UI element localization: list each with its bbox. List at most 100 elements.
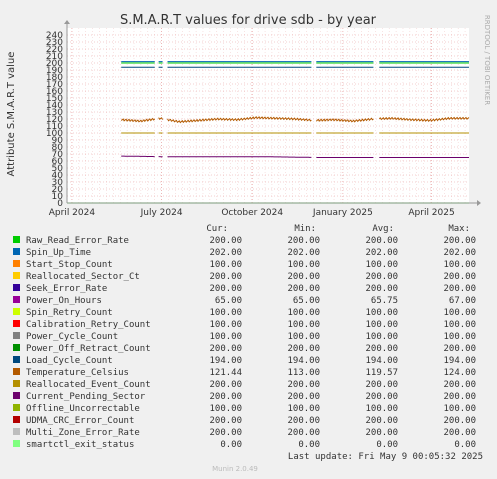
legend-value-cur: 0.00	[220, 440, 242, 450]
legend-value-min: 202.00	[287, 248, 320, 258]
y-tick-label: 60	[52, 157, 64, 167]
y-tick-label: 210	[46, 52, 63, 62]
legend-label: Calibration_Retry_Count	[26, 320, 151, 330]
rrdtool-credit: RRDTOOL / TOBI OETIKER	[483, 15, 491, 105]
legend-value-max: 100.00	[443, 260, 476, 270]
legend-label: Temperature_Celsius	[26, 368, 129, 378]
y-axis-label: Attribute S.M.A.R.T value	[6, 52, 17, 177]
legend-swatch	[13, 368, 20, 375]
legend-value-avg: 200.00	[365, 344, 398, 354]
legend-label: Power_Cycle_Count	[26, 332, 118, 342]
legend-value-min: 100.00	[287, 404, 320, 414]
legend-value-cur: 200.00	[209, 344, 242, 354]
legend-label: UDMA_CRC_Error_Count	[26, 416, 134, 426]
legend-value-min: 100.00	[287, 332, 320, 342]
legend-swatch	[13, 284, 20, 291]
x-axis-arrow	[477, 200, 481, 206]
legend-value-avg: 100.00	[365, 308, 398, 318]
legend-value-avg: 200.00	[365, 392, 398, 402]
y-tick-label: 40	[52, 171, 64, 181]
y-tick-label: 180	[46, 73, 63, 83]
legend-swatch	[13, 320, 20, 327]
legend-value-avg: 200.00	[365, 428, 398, 438]
legend-value-max: 0.00	[454, 440, 476, 450]
legend-value-cur: 100.00	[209, 332, 242, 342]
legend-value-min: 113.00	[287, 368, 320, 378]
legend-value-avg: 194.00	[365, 356, 398, 366]
y-tick-label: 20	[52, 185, 64, 195]
legend-value-min: 0.00	[298, 440, 320, 450]
legend-value-max: 194.00	[443, 356, 476, 366]
legend-value-cur: 200.00	[209, 236, 242, 246]
legend-value-max: 202.00	[443, 248, 476, 258]
legend-value-min: 200.00	[287, 392, 320, 402]
series-lines	[67, 61, 470, 204]
x-tick-label: January 2025	[312, 208, 373, 218]
legend-value-avg: 0.00	[376, 440, 398, 450]
legend-value-cur: 200.00	[209, 380, 242, 390]
legend-label: Power_On_Hours	[26, 296, 102, 306]
legend-label: Seek_Error_Rate	[26, 284, 107, 294]
series-line-temperature_celsius	[120, 116, 470, 124]
legend-value-max: 124.00	[443, 368, 476, 378]
legend-value-cur: 202.00	[209, 248, 242, 258]
legend-header-max: Max:	[448, 224, 470, 234]
legend-value-avg: 200.00	[365, 272, 398, 282]
legend-value-min: 200.00	[287, 236, 320, 246]
y-tick-label: 50	[52, 164, 64, 174]
legend-value-max: 100.00	[443, 332, 476, 342]
series-line-power_on_hours	[121, 155, 469, 158]
y-tick-label: 110	[46, 122, 63, 132]
legend-value-min: 100.00	[287, 260, 320, 270]
legend-value-max: 200.00	[443, 392, 476, 402]
legend-swatch	[13, 404, 20, 411]
legend-value-avg: 200.00	[365, 380, 398, 390]
legend-swatch	[13, 416, 20, 423]
legend-label: Power_Off_Retract_Count	[26, 344, 151, 354]
legend-value-cur: 100.00	[209, 308, 242, 318]
legend-value-avg: 100.00	[365, 260, 398, 270]
legend-label: Reallocated_Sector_Ct	[26, 272, 140, 282]
chart-title: S.M.A.R.T values for drive sdb - by year	[120, 13, 377, 28]
x-tick-label: April 2025	[408, 208, 454, 218]
y-tick-label: 220	[46, 45, 63, 55]
legend-value-cur: 100.00	[209, 320, 242, 330]
axes: 0102030405060708090100110120130140150160…	[46, 20, 481, 218]
legend-value-cur: 194.00	[209, 356, 242, 366]
y-tick-label: 200	[46, 59, 63, 69]
legend-header-min: Min:	[294, 224, 316, 234]
legend-value-max: 200.00	[443, 416, 476, 426]
legend-value-max: 200.00	[443, 344, 476, 354]
legend-value-max: 200.00	[443, 272, 476, 282]
legend-value-cur: 200.00	[209, 392, 242, 402]
legend-value-min: 100.00	[287, 308, 320, 318]
legend-swatch	[13, 272, 20, 279]
legend-value-min: 200.00	[287, 416, 320, 426]
y-tick-label: 240	[46, 31, 63, 41]
legend-label: Spin_Retry_Count	[26, 308, 113, 318]
legend-swatch	[13, 440, 20, 447]
legend-value-cur: 200.00	[209, 284, 242, 294]
x-tick-label: April 2024	[49, 208, 96, 218]
legend-value-avg: 119.57	[365, 368, 398, 378]
legend-value-cur: 121.44	[209, 368, 242, 378]
legend-label: smartctl_exit_status	[26, 440, 134, 450]
legend-value-min: 100.00	[287, 320, 320, 330]
legend-header-cur: Cur:	[206, 224, 228, 234]
legend-label: Start_Stop_Count	[26, 260, 113, 270]
y-tick-label: 160	[46, 87, 63, 97]
y-tick-label: 10	[52, 192, 64, 202]
last-update: Last update: Fri May 9 00:05:32 2025	[288, 452, 483, 462]
legend-swatch	[13, 236, 20, 243]
legend-label: Offline_Uncorrectable	[26, 404, 140, 414]
legend-value-min: 65.00	[293, 296, 320, 306]
legend-swatch	[13, 344, 20, 351]
y-tick-label: 190	[46, 66, 63, 76]
legend-swatch	[13, 356, 20, 363]
munin-version: Munin 2.0.49	[212, 465, 258, 473]
legend-value-cur: 100.00	[209, 404, 242, 414]
legend-value-max: 200.00	[443, 236, 476, 246]
legend-swatch	[13, 308, 20, 315]
y-tick-label: 170	[46, 80, 63, 90]
